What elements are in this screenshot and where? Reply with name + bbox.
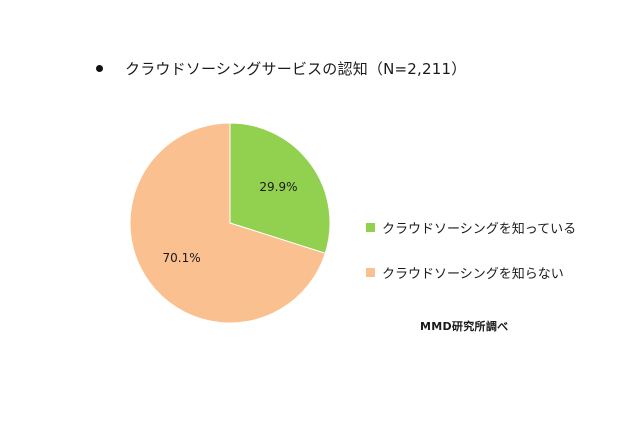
legend-swatch-dont-know — [366, 267, 375, 277]
source-note: MMD研究所調べ — [420, 320, 509, 333]
pie-label-know: 29.9% — [259, 180, 297, 194]
legend-swatch-know — [366, 222, 375, 232]
pie-label-dont-know: 70.1% — [163, 251, 201, 265]
pie-slice-dont-know — [129, 122, 326, 324]
legend-label-know: クラウドソーシングを知っている — [382, 221, 577, 237]
chart-title-row: クラウドソーシングサービスの認知（N=2,211） — [96, 58, 466, 79]
bullet-icon — [96, 65, 103, 72]
chart-legend: クラウドソーシングを知っている クラウドソーシングを知らない — [366, 217, 576, 307]
legend-label-dont-know: クラウドソーシングを知らない — [382, 266, 564, 282]
legend-item-know: クラウドソーシングを知っている — [366, 217, 576, 237]
chart-title: クラウドソーシングサービスの認知（N=2,211） — [125, 60, 467, 78]
legend-item-dont-know: クラウドソーシングを知らない — [366, 262, 576, 282]
pie-slice-know — [229, 122, 331, 254]
